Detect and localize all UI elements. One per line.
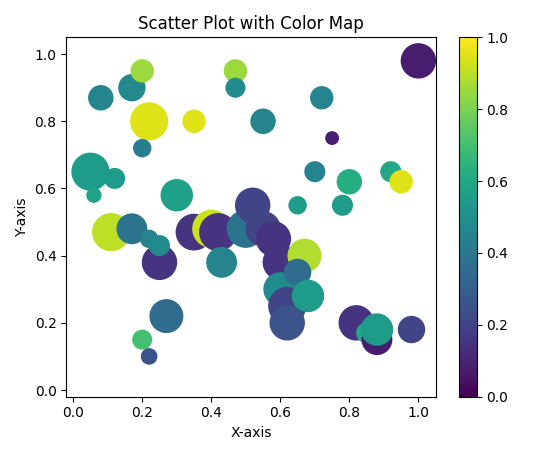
Point xyxy=(145,353,154,360)
Point xyxy=(172,192,181,199)
Point xyxy=(138,67,147,75)
Point xyxy=(86,168,95,175)
Point xyxy=(338,202,347,209)
Point xyxy=(293,269,302,276)
Point xyxy=(304,292,312,299)
Point xyxy=(372,336,381,343)
Point xyxy=(190,118,198,125)
Point xyxy=(107,228,116,236)
Point xyxy=(283,319,292,327)
Point xyxy=(269,235,278,243)
Point xyxy=(128,84,136,91)
Point xyxy=(293,202,302,209)
Point xyxy=(248,202,257,209)
Point xyxy=(207,225,216,233)
Point xyxy=(300,252,309,259)
Point xyxy=(128,225,136,233)
Point xyxy=(155,259,164,266)
Point xyxy=(162,313,171,320)
Point xyxy=(190,228,198,236)
Point xyxy=(258,118,267,125)
Point xyxy=(283,303,292,310)
Point xyxy=(138,336,147,343)
Point xyxy=(214,228,223,236)
Title: Scatter Plot with Color Map: Scatter Plot with Color Map xyxy=(138,15,364,33)
Point xyxy=(345,178,353,185)
Point xyxy=(242,225,250,233)
Point xyxy=(318,94,326,101)
Point xyxy=(414,57,423,65)
Point xyxy=(276,259,285,266)
Point xyxy=(231,67,240,75)
Point xyxy=(155,242,164,249)
Point xyxy=(276,286,285,293)
Point xyxy=(407,326,416,333)
Point xyxy=(328,135,337,142)
Point xyxy=(311,168,319,175)
Point xyxy=(258,225,267,233)
Point xyxy=(217,259,226,266)
Point xyxy=(145,118,154,125)
Point xyxy=(397,178,406,185)
Point xyxy=(145,235,154,243)
Point xyxy=(362,329,371,337)
Point xyxy=(97,94,105,101)
Point xyxy=(138,145,147,152)
Point xyxy=(387,168,395,175)
Point xyxy=(110,175,119,182)
Y-axis label: Y-axis: Y-axis xyxy=(15,197,29,237)
Point xyxy=(352,319,361,327)
Point xyxy=(90,192,98,199)
Point xyxy=(372,326,381,333)
X-axis label: X-axis: X-axis xyxy=(230,426,272,440)
Point xyxy=(231,84,240,91)
